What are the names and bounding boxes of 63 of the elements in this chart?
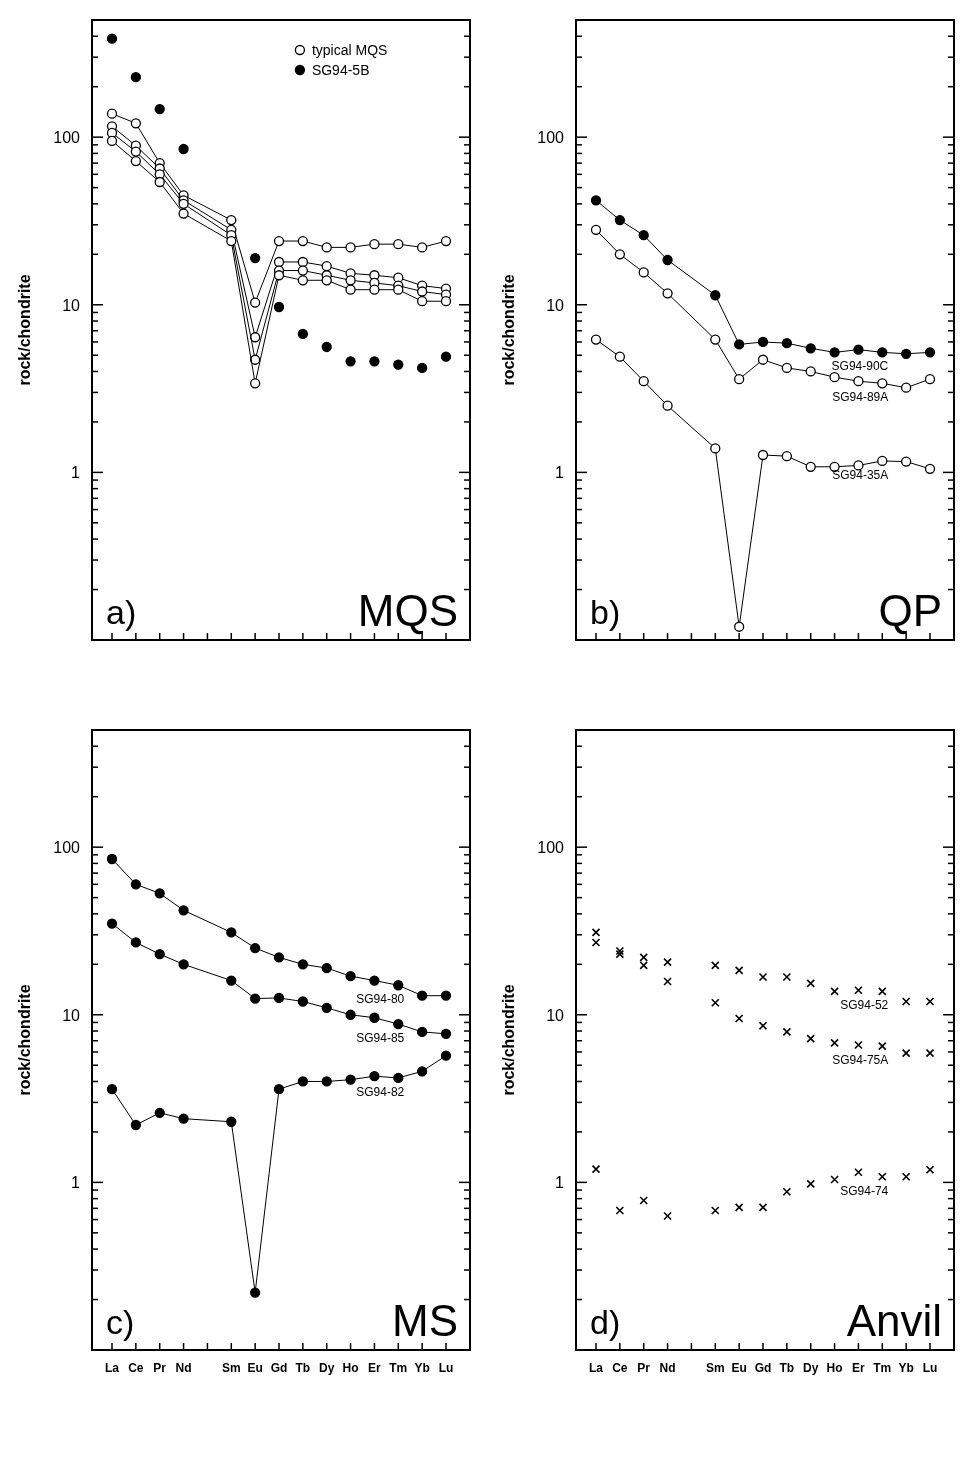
annotation: d) — [590, 1303, 621, 1341]
y-tick-label: 10 — [62, 296, 81, 314]
series-label: SG94-85 — [356, 1031, 405, 1046]
series-label: SG94-52 — [840, 998, 889, 1013]
x-tick-label: Er — [368, 1361, 382, 1375]
y-axis-title: rock/chondrite — [500, 984, 517, 1096]
x-tick-label: Sm — [705, 1361, 725, 1375]
x-tick-label: Yb — [898, 1361, 914, 1375]
annotation: Anvil — [846, 1296, 942, 1345]
y-tick-label: 10 — [62, 1006, 81, 1024]
x-tick-label: Dy — [803, 1361, 819, 1375]
annotation: MQS — [357, 586, 458, 635]
x-tick-label: Nd — [175, 1361, 192, 1375]
y-tick-label: 100 — [537, 839, 565, 857]
x-tick-label: Ce — [612, 1361, 628, 1375]
x-tick-label: La — [104, 1361, 120, 1375]
x-tick-label: Yb — [414, 1361, 430, 1375]
y-tick-label: 100 — [537, 129, 565, 147]
x-tick-label: Ho — [826, 1361, 843, 1375]
x-tick-label: Lu — [438, 1361, 454, 1375]
y-tick-label: 1 — [555, 1174, 565, 1192]
series-label: SG94-74 — [840, 1183, 889, 1198]
x-tick-label: Tm — [873, 1361, 892, 1375]
annotation: c) — [106, 1303, 135, 1341]
y-tick-label: 1 — [71, 1174, 81, 1192]
x-tick-label: Eu — [731, 1361, 747, 1375]
x-tick-label: Eu — [247, 1361, 263, 1375]
series-label: SG94-80 — [356, 992, 405, 1007]
y-axis-title: rock/chondrite — [16, 984, 33, 1096]
y-tick-label: 10 — [546, 1006, 565, 1024]
x-tick-label: Dy — [319, 1361, 335, 1375]
x-tick-label: Ce — [128, 1361, 144, 1375]
x-tick-label: Tm — [389, 1361, 408, 1375]
series-label: SG94-75A — [832, 1053, 889, 1068]
annotation: MS — [392, 1296, 458, 1345]
y-tick-label: 100 — [53, 129, 81, 147]
x-tick-label: Pr — [637, 1361, 651, 1375]
series-label: SG94-35A — [832, 467, 889, 482]
x-tick-label: Tb — [295, 1361, 311, 1375]
x-tick-label: La — [588, 1361, 604, 1375]
x-tick-label: Er — [852, 1361, 866, 1375]
y-axis-title: rock/chondrite — [500, 274, 517, 386]
series-label: SG94-82 — [356, 1084, 405, 1099]
x-tick-label: Ho — [342, 1361, 359, 1375]
annotation: b) — [590, 593, 621, 631]
y-tick-label: 1 — [555, 464, 565, 482]
x-tick-label: Nd — [659, 1361, 676, 1375]
legend-label: typical MQS — [311, 42, 388, 58]
series-label: SG94-90C — [831, 359, 889, 374]
annotation: a) — [106, 593, 137, 631]
series-label: SG94-89A — [832, 390, 889, 405]
x-tick-label: Tb — [779, 1361, 795, 1375]
x-tick-label: Pr — [153, 1361, 167, 1375]
x-tick-label: Sm — [221, 1361, 241, 1375]
y-axis-title: rock/chondrite — [16, 274, 33, 386]
x-tick-label: Lu — [922, 1361, 938, 1375]
legend-label: SG94-5B — [311, 62, 370, 78]
y-tick-label: 100 — [53, 839, 81, 857]
annotation: QP — [878, 586, 942, 635]
y-tick-label: 10 — [546, 296, 565, 314]
x-tick-label: Gd — [754, 1361, 772, 1375]
y-tick-label: 1 — [71, 464, 81, 482]
x-tick-label: Gd — [270, 1361, 288, 1375]
